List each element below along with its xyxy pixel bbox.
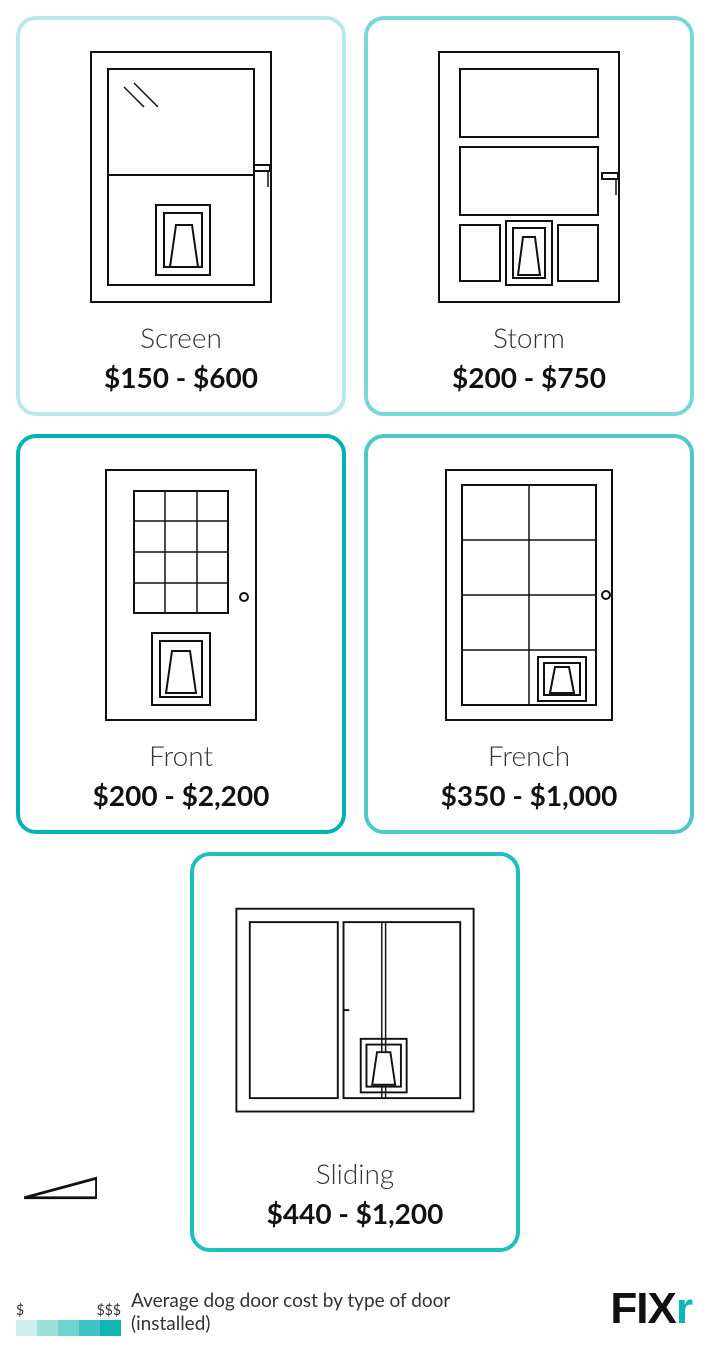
brand-text: FIX [610, 1284, 675, 1333]
legend-high-label: $$$ [97, 1301, 121, 1318]
legend-swatches [16, 1320, 121, 1336]
brand-accent: r [676, 1284, 692, 1333]
legend: $ $$$ Average dog door cost by type of d… [16, 1058, 491, 1336]
wedge-icon [24, 1058, 97, 1318]
door-price: $150 - $600 [104, 360, 258, 394]
card-french: French $350 - $1,000 [364, 434, 694, 834]
door-price: $350 - $1,000 [441, 778, 618, 812]
legend-low-label: $ [16, 1301, 24, 1318]
brand-logo: FIXr [610, 1284, 692, 1334]
card-front: Front $200 - $2,200 [16, 434, 346, 834]
door-label: Storm [493, 320, 565, 354]
door-price: $200 - $750 [452, 360, 606, 394]
door-label: French [488, 738, 570, 772]
illustration-french [386, 460, 672, 730]
illustration-screen [38, 42, 324, 312]
card-storm: Storm $200 - $750 [364, 16, 694, 416]
door-label: Screen [140, 320, 222, 354]
illustration-storm [386, 42, 672, 312]
door-label: Front [149, 738, 213, 772]
illustration-front [38, 460, 324, 730]
legend-caption: Average dog door cost by type of door (i… [131, 1289, 491, 1337]
door-price: $200 - $2,200 [93, 778, 270, 812]
card-screen: Screen $150 - $600 [16, 16, 346, 416]
